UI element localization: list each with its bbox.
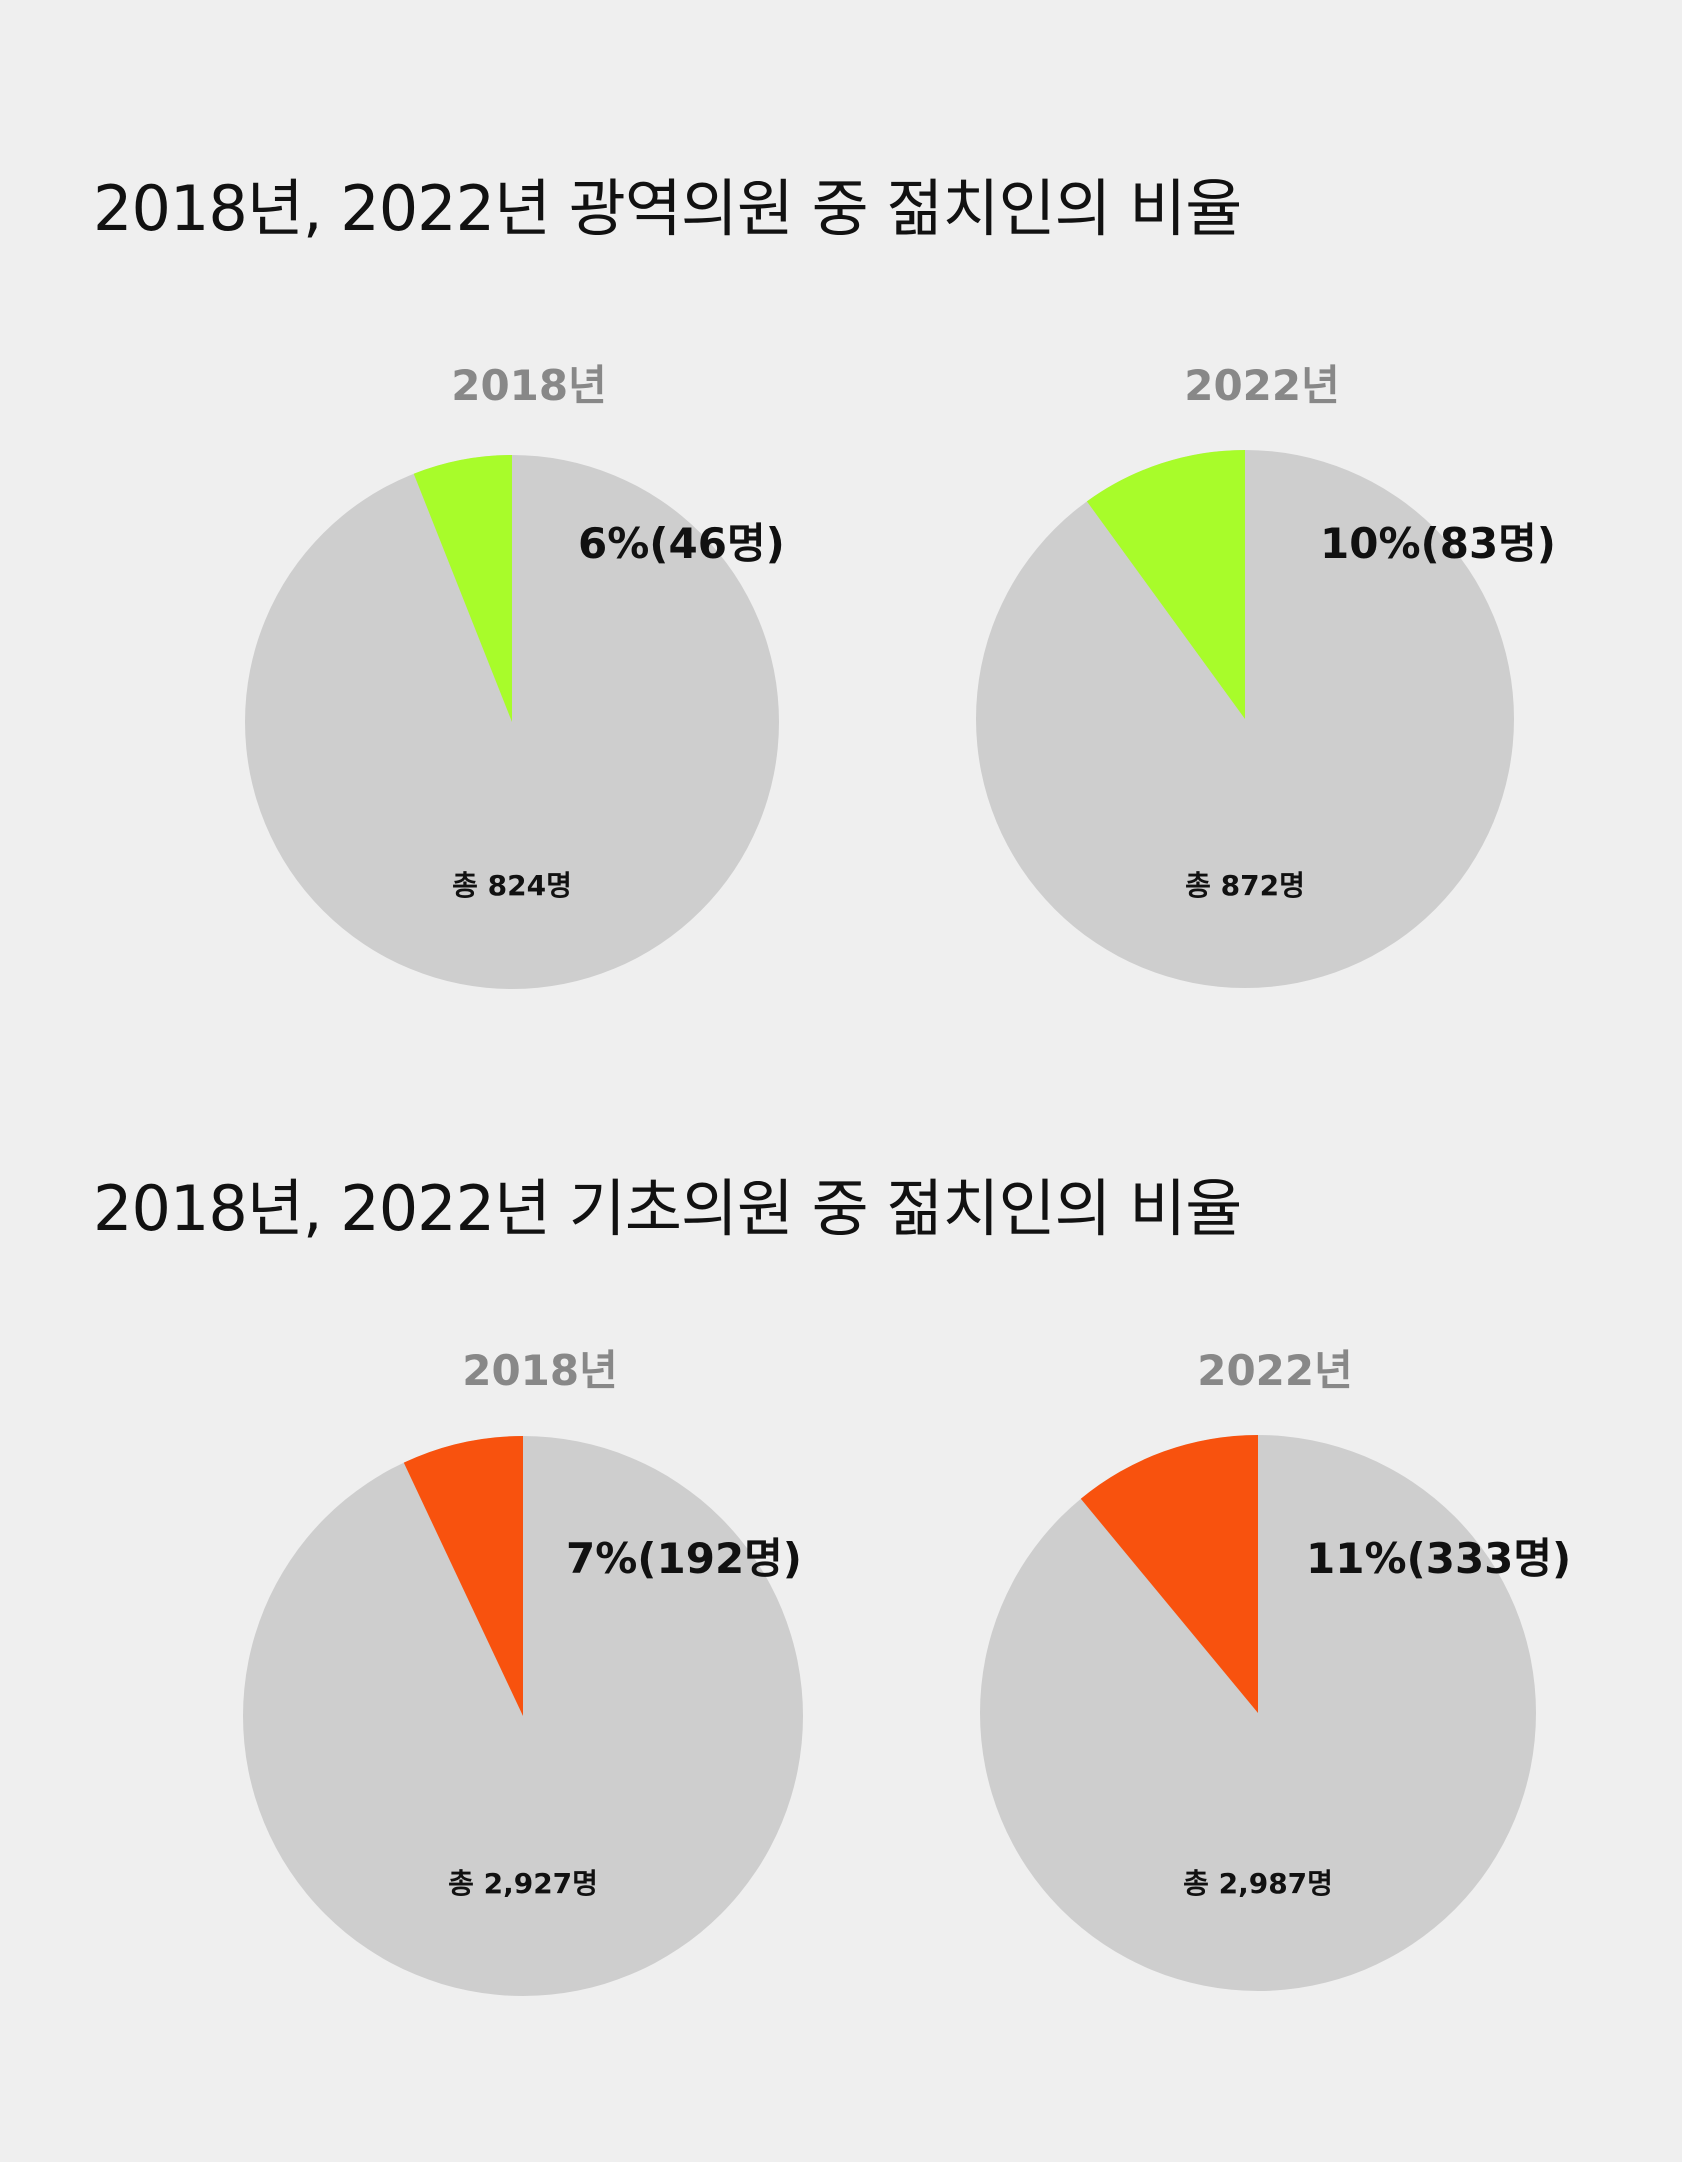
pie-chart-metropolitan-2018: 2018년 6%(46명) 총 824명	[245, 361, 785, 989]
highlight-data-label: 10%(83명)	[1320, 519, 1556, 568]
year-label: 2018년	[451, 361, 607, 410]
pie-slice-highlight	[403, 1436, 523, 1716]
pie-chart-metropolitan-2022: 2022년 10%(83명) 총 872명	[976, 361, 1556, 988]
pie-slice-highlight	[413, 455, 512, 722]
total-data-label: 총 2,987명	[1183, 1867, 1333, 1900]
total-data-label: 총 872명	[1185, 869, 1305, 902]
section-title-metropolitan: 2018년, 2022년 광역의원 중 젊치인의 비율	[93, 172, 1242, 245]
year-label: 2018년	[462, 1346, 618, 1395]
year-label: 2022년	[1197, 1346, 1353, 1395]
highlight-data-label: 11%(333명)	[1306, 1534, 1571, 1583]
section-title-basic: 2018년, 2022년 기초의원 중 젊치인의 비율	[93, 1172, 1242, 1245]
highlight-data-label: 7%(192명)	[566, 1534, 802, 1583]
total-data-label: 총 824명	[452, 869, 572, 902]
pie-slice-highlight	[1080, 1435, 1258, 1713]
pie-slice-highlight	[1086, 450, 1245, 719]
total-data-label: 총 2,927명	[448, 1867, 598, 1900]
pie-chart-basic-2022: 2022년 11%(333명) 총 2,987명	[980, 1346, 1571, 1991]
highlight-data-label: 6%(46명)	[578, 519, 785, 568]
pie-chart-basic-2018: 2018년 7%(192명) 총 2,927명	[243, 1346, 803, 1996]
year-label: 2022년	[1184, 361, 1340, 410]
